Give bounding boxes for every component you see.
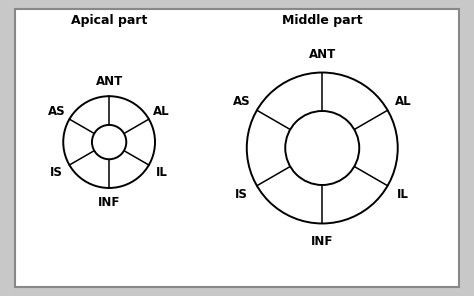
Text: ANT: ANT [95,75,123,88]
Text: IS: IS [235,188,248,201]
Circle shape [92,125,126,159]
Circle shape [247,73,398,223]
Circle shape [285,111,359,185]
Text: IL: IL [156,166,168,179]
Circle shape [63,96,155,188]
Text: Middle part: Middle part [282,14,363,27]
Text: AS: AS [48,105,65,118]
Text: AL: AL [154,105,170,118]
Text: INF: INF [311,235,333,248]
Text: IS: IS [50,166,63,179]
Text: AS: AS [233,95,250,108]
FancyBboxPatch shape [15,9,459,287]
Text: ANT: ANT [309,48,336,61]
Text: Apical part: Apical part [71,14,147,27]
Text: INF: INF [98,196,120,209]
Text: AL: AL [395,95,411,108]
Text: IL: IL [397,188,409,201]
